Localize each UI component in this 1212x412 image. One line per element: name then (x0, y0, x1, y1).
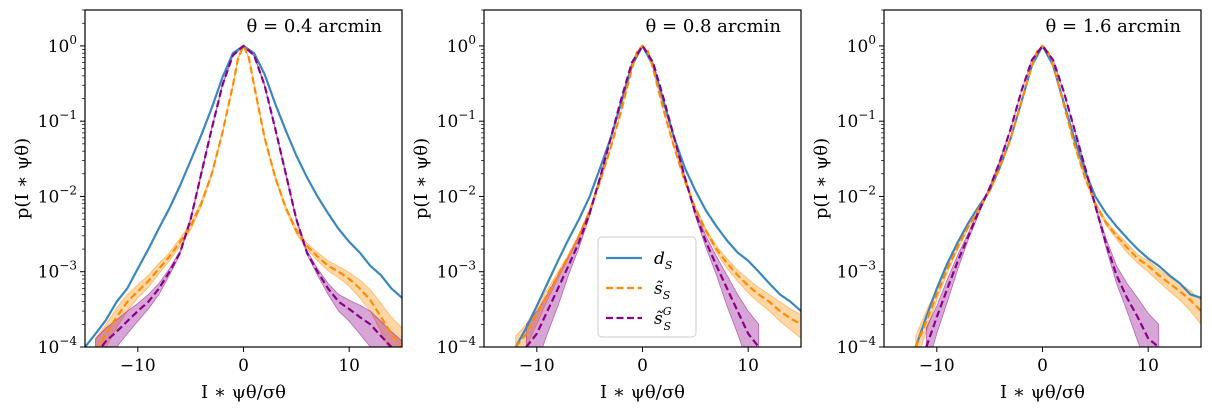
series-line-2 (925, 44, 1160, 347)
x-tick-label: 0 (238, 356, 249, 376)
y-axis-label: p(I ∗ ψθ) (12, 138, 33, 219)
y-tick-label: 100 (847, 33, 876, 57)
panel-title: θ = 0.8 arcmin (645, 16, 781, 37)
y-tick-label: 10−4 (837, 334, 877, 358)
panel-3: −10 0 10 100 10−1 10−2 10−3 10−4 θ = 1.6 arcmin I… (811, 9, 1202, 403)
legend-label-0: dS (654, 249, 673, 272)
y-tick-label: 10−4 (437, 334, 477, 358)
x-tick-label: 0 (1037, 356, 1048, 376)
panel-title: θ = 1.6 arcmin (1045, 16, 1181, 37)
y-axis-label: p(I ∗ ψθ) (411, 138, 432, 219)
y-tick-label: 10−1 (437, 108, 476, 132)
plot-area (514, 44, 801, 347)
x-tick-label: 10 (338, 356, 360, 376)
y-tick-label: 10−4 (38, 334, 78, 358)
x-axis-label: I ∗ ψθ/σθ (1000, 382, 1085, 403)
legend-box (597, 236, 697, 338)
series-band-1 (915, 45, 1201, 347)
y-tick-label: 10−2 (38, 183, 77, 207)
series-line-1 (514, 44, 801, 347)
x-tick-label: −10 (519, 356, 555, 376)
panel-1: −10 0 10 100 10−1 10−2 10−3 10−4 θ = 0.4 arcmin I… (12, 9, 403, 403)
x-axis-label: I ∗ ψθ/σθ (201, 382, 286, 403)
series-band-2 (95, 45, 402, 347)
series-line-0 (914, 44, 1201, 347)
series-line-1 (914, 44, 1201, 347)
x-tick-label: −10 (120, 356, 156, 376)
y-tick-label: 10−1 (837, 108, 876, 132)
y-axis-label: p(I ∗ ψθ) (811, 138, 832, 219)
x-tick-label: −10 (919, 356, 955, 376)
y-tick-label: 10−3 (437, 259, 476, 283)
panel-2: −10 0 10 100 10−1 10−2 10−3 10−4 θ = 0.8 arcmin I… (411, 9, 802, 403)
series-band-2 (925, 45, 1160, 347)
series-line-1 (96, 44, 402, 347)
plot-area (85, 44, 402, 347)
series-line-0 (514, 44, 801, 347)
y-tick-label: 10−3 (837, 259, 876, 283)
y-tick-label: 100 (447, 33, 476, 57)
y-tick-label: 10−1 (38, 108, 77, 132)
legend-label-2: s̃G S (654, 305, 672, 333)
legend: dS s̃S s̃G S (597, 236, 697, 338)
plot-area (914, 44, 1201, 347)
panel-title: θ = 0.4 arcmin (246, 16, 382, 37)
x-tick-label: 10 (1137, 356, 1159, 376)
y-tick-label: 100 (48, 33, 77, 57)
axes-frame (883, 9, 1202, 348)
legend-label-1: s̃S (654, 279, 671, 302)
y-tick-label: 10−2 (837, 183, 876, 207)
x-tick-label: 0 (637, 356, 648, 376)
series-line-2 (99, 44, 393, 347)
x-axis-label: I ∗ ψθ/σθ (600, 382, 685, 403)
y-tick-label: 10−3 (38, 259, 77, 283)
x-tick-label: 10 (737, 356, 759, 376)
y-tick-label: 10−2 (437, 183, 476, 207)
